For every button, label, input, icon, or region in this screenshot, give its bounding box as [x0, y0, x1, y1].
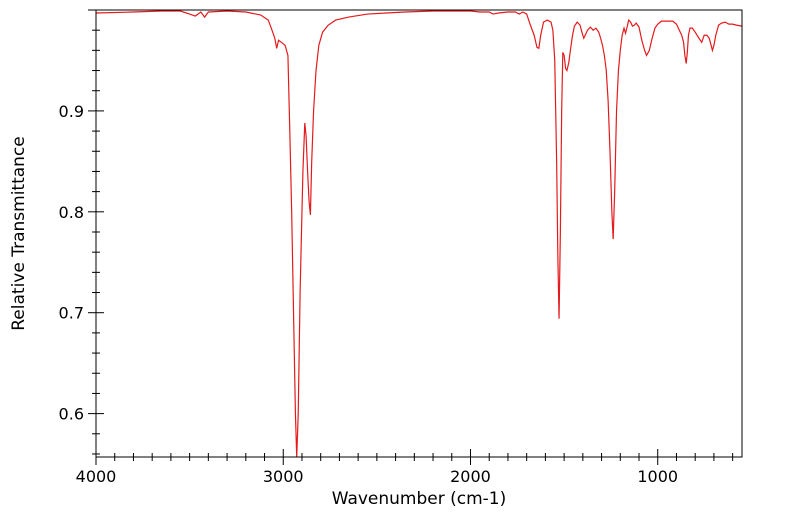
y-tick-label: 0.8	[59, 203, 84, 222]
x-tick-label: 4000	[76, 467, 117, 486]
x-tick-label: 3000	[263, 467, 304, 486]
axis-ticks	[88, 9, 734, 465]
tick-labels: 4000 3000 2000 1000 0.6 0.7 0.8 0.9	[59, 102, 679, 486]
x-tick-label: 2000	[450, 467, 491, 486]
y-axis-title: Relative Transmittance	[9, 136, 29, 331]
y-tick-label: 0.7	[59, 304, 84, 323]
y-tick-label: 0.9	[59, 102, 84, 121]
x-axis-title: Wavenumber (cm-1)	[332, 489, 507, 509]
x-tick-label: 1000	[637, 467, 678, 486]
spectrum-line	[95, 10, 743, 458]
y-tick-label: 0.6	[59, 405, 84, 424]
plot-frame	[95, 9, 743, 458]
